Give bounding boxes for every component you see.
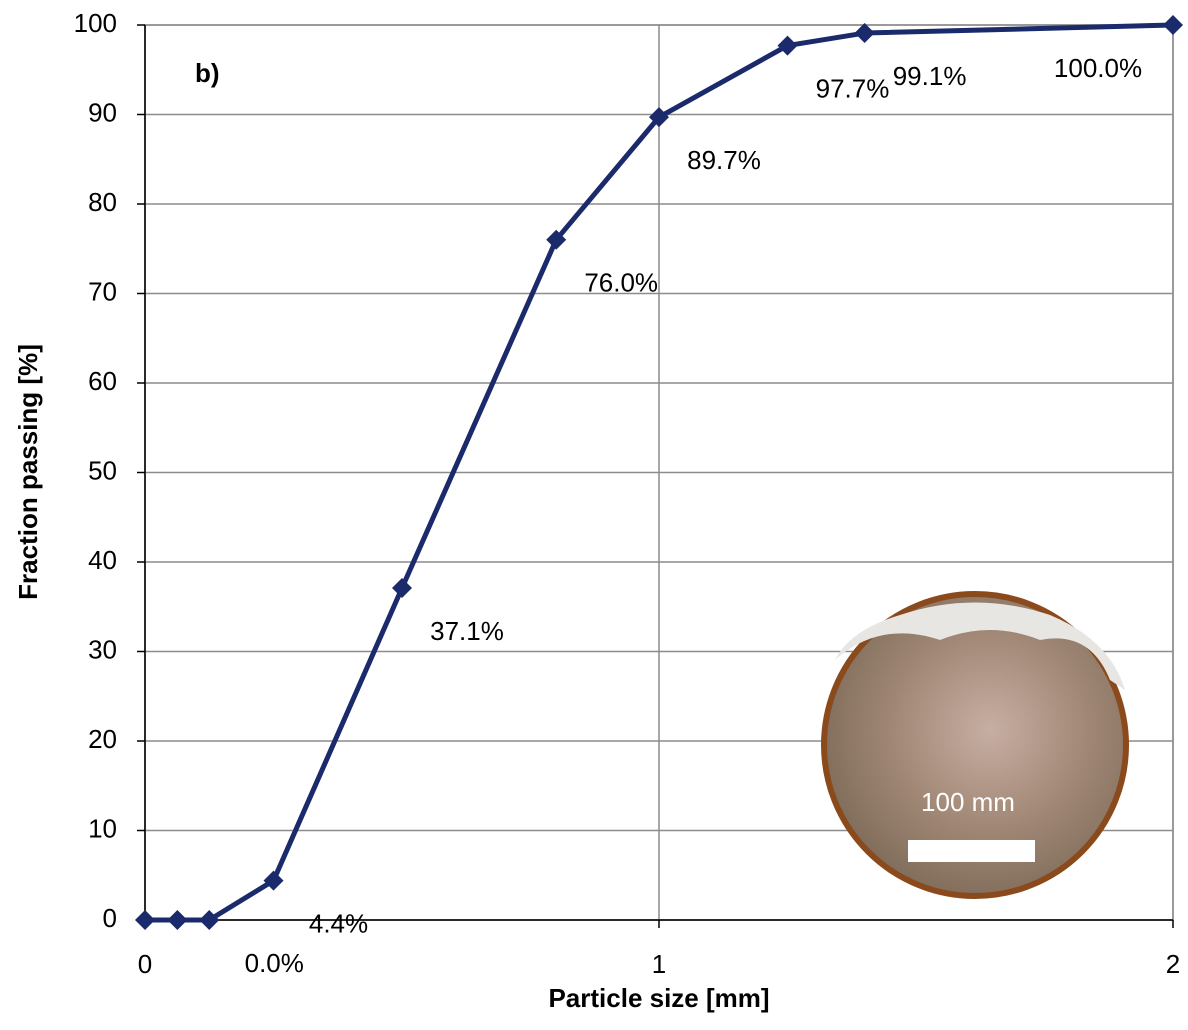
scale-bar	[908, 840, 1035, 862]
data-point	[546, 229, 567, 250]
y-tick-label: 0	[103, 903, 117, 933]
y-tick-label: 40	[88, 545, 117, 575]
y-tick-label: 80	[88, 187, 117, 217]
data-point	[199, 910, 220, 930]
y-tick-label: 60	[88, 366, 117, 396]
inset-circle	[821, 591, 1129, 899]
data-label: 99.1%	[893, 61, 967, 91]
data-point	[777, 35, 798, 56]
data-label: 0.0%	[245, 948, 304, 978]
data-point	[649, 107, 669, 128]
data-point	[263, 870, 284, 891]
data-point	[392, 577, 412, 598]
scale-label: 100 mm	[921, 787, 1015, 817]
inset-photo: 100 mm	[821, 591, 1129, 899]
y-tick-label: 20	[88, 724, 117, 754]
y-tick-label: 100	[74, 8, 117, 38]
y-axis-title: Fraction passing [%]	[13, 344, 43, 600]
y-tick-label: 30	[88, 634, 117, 664]
data-line	[145, 22, 1174, 923]
data-label: 100.0%	[1054, 53, 1142, 83]
x-tick-label: 1	[652, 949, 666, 979]
inset-bg	[835, 602, 1125, 690]
x-tick-label: 2	[1166, 949, 1180, 979]
y-tick-label: 50	[88, 455, 117, 485]
data-point	[167, 910, 188, 930]
data-point	[135, 910, 155, 930]
data-label: 97.7%	[816, 73, 890, 103]
x-axis-title: Particle size [mm]	[548, 983, 769, 1013]
data-label: 4.4%	[309, 908, 368, 938]
data-label: 89.7%	[687, 145, 761, 175]
data-label: 76.0%	[584, 268, 658, 298]
data-point	[1163, 15, 1183, 35]
y-tick-label: 90	[88, 97, 117, 127]
annotation: b)	[195, 58, 220, 88]
data-label: 37.1%	[430, 616, 504, 646]
y-tick-label: 70	[88, 276, 117, 306]
data-point	[854, 23, 875, 44]
x-tick-label: 0	[138, 949, 152, 979]
y-tick-label: 10	[88, 813, 117, 843]
